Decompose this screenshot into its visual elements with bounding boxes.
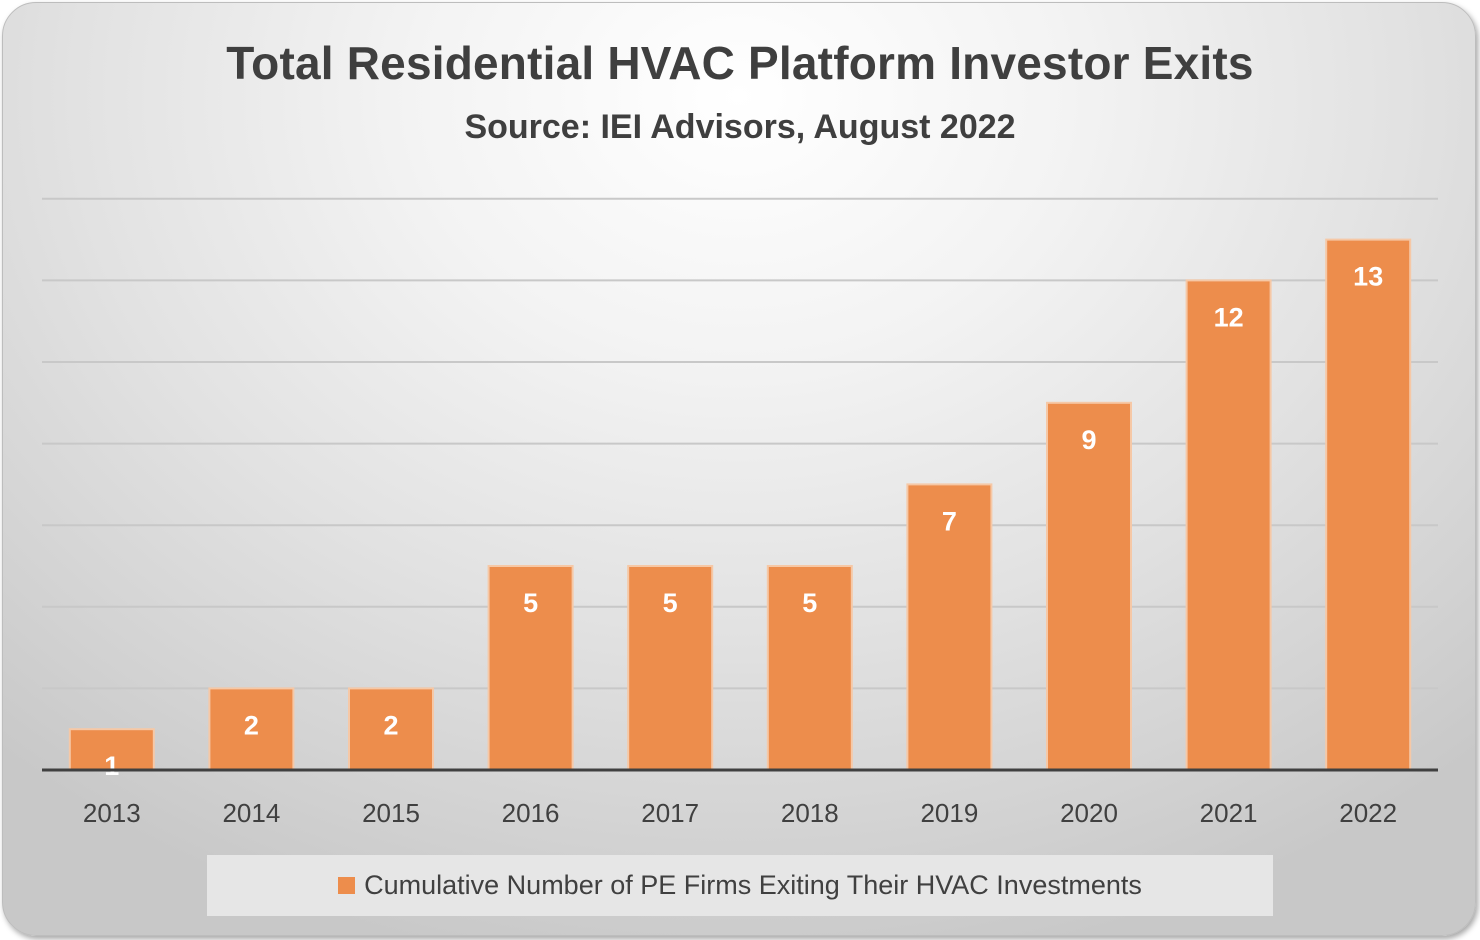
data-label-2021: 12 <box>1214 302 1244 332</box>
bar-2022 <box>1325 238 1412 772</box>
data-label-2018: 5 <box>802 588 817 618</box>
x-tick-label-2019: 2019 <box>920 798 978 828</box>
chart-title: Total Residential HVAC Platform Investor… <box>226 37 1254 89</box>
data-label-2016: 5 <box>523 588 538 618</box>
chart-subtitle: Source: IEI Advisors, August 2022 <box>464 108 1016 146</box>
data-label-2017: 5 <box>663 588 678 618</box>
x-tick-label-2018: 2018 <box>781 798 839 828</box>
x-tick-label-2020: 2020 <box>1060 798 1118 828</box>
bar-2020 <box>1046 401 1132 771</box>
data-label-2013: 1 <box>104 751 119 781</box>
x-axis-ticks: 2013 2014 2015 2016 2017 2018 2019 2020 2021 2022 <box>83 798 1397 828</box>
data-label-2019: 7 <box>942 506 957 536</box>
data-label-2022: 13 <box>1353 262 1383 292</box>
bar-2016 <box>487 565 574 771</box>
x-tick-label-2017: 2017 <box>641 798 699 828</box>
bar-2014 <box>208 687 295 772</box>
data-label-2014: 2 <box>244 710 259 740</box>
x-tick-label-2021: 2021 <box>1200 798 1258 828</box>
bar-2019 <box>906 483 993 771</box>
bar-2021 <box>1185 279 1272 771</box>
data-label-2015: 2 <box>383 710 398 740</box>
legend-label: Cumulative Number of PE Firms Exiting Th… <box>364 870 1142 900</box>
x-tick-label-2016: 2016 <box>502 798 560 828</box>
bar-2018 <box>766 565 853 771</box>
x-tick-label-2015: 2015 <box>362 798 420 828</box>
x-tick-label-2022: 2022 <box>1339 798 1397 828</box>
legend-swatch <box>338 877 356 894</box>
legend: Cumulative Number of PE Firms Exiting Th… <box>207 855 1273 916</box>
bars <box>68 238 1412 772</box>
data-label-2020: 9 <box>1081 425 1096 455</box>
x-tick-label-2013: 2013 <box>83 798 141 828</box>
x-tick-label-2014: 2014 <box>222 798 280 828</box>
